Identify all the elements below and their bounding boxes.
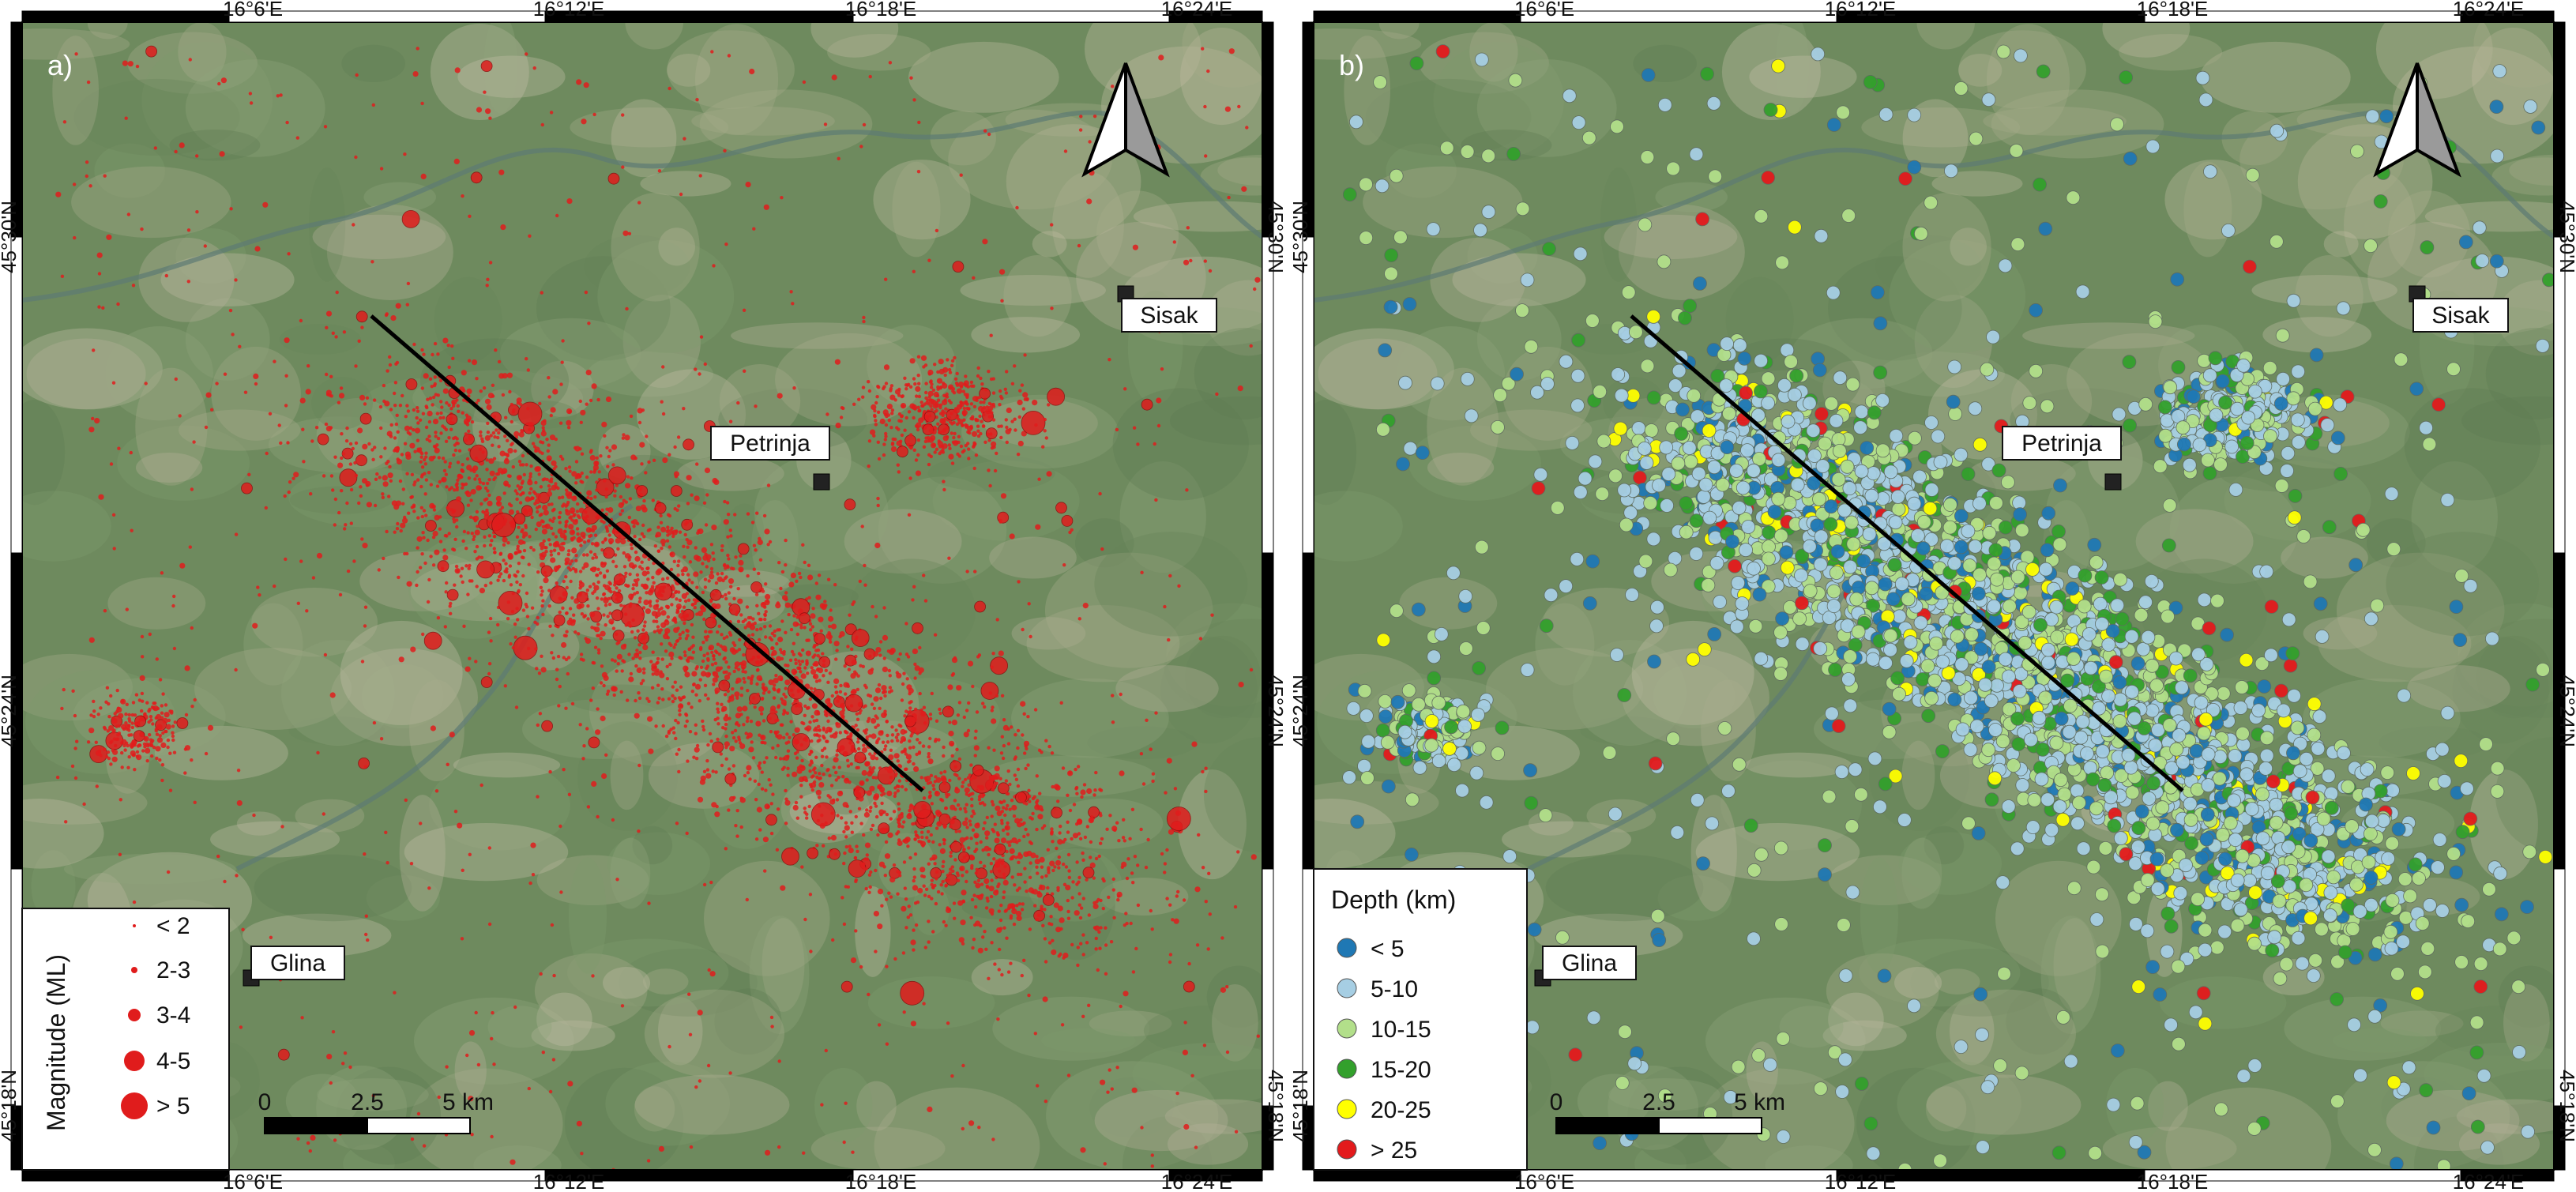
lon-tick-label-top: 16°18'E (845, 0, 917, 21)
place-petrinja: Petrinja (710, 426, 830, 491)
map-panel-depth: 16°6'E 16°6'E 16°12'E 16°12'E 16°18'E 16°18'E… (1292, 0, 2576, 1192)
scale-end: 5 km (442, 1089, 494, 1115)
legend-a: Magnitude (ML) < 2 2-3 3-4 4-5 > 5 (21, 908, 230, 1171)
place-sisak: Sisak (1117, 285, 1217, 333)
scale-zero: 0 (258, 1089, 272, 1115)
lat-tick-label-left: 45°30'N (0, 201, 21, 273)
lon-tick-label-bottom: 16°24'E (1161, 1170, 1233, 1192)
legend-item: > 25 (1371, 1137, 1417, 1164)
lon-tick-label-bottom: 16°6'E (223, 1170, 283, 1192)
legend-item: 2-3 (156, 957, 190, 983)
lon-tick-label-top: 16°6'E (223, 0, 283, 21)
lon-tick-label-top: 16°18'E (2137, 0, 2209, 21)
scale-bar: 0 2.5 5 km (258, 1089, 494, 1134)
fault-profile-line (1630, 314, 2184, 792)
scale-end: 5 km (1734, 1089, 1785, 1115)
lat-tick-label-right: 45°24'N (1264, 675, 1284, 747)
fault-profile-line (370, 314, 924, 792)
legend-b: Depth (km) < 5 5-10 10-15 15-20 20-25 > 25 (1313, 868, 1528, 1171)
lat-tick-label-right: 45°24'N (2555, 675, 2576, 747)
legend-item: 5-10 (1371, 976, 1418, 1002)
north-arrow-icon (2373, 62, 2461, 178)
place-glina: Glina (1534, 946, 1637, 987)
legend-item: < 5 (1371, 936, 1405, 962)
lat-tick-label-right: 45°30'N (1264, 201, 1284, 273)
lon-tick-label-bottom: 16°18'E (2137, 1170, 2209, 1192)
legend-item: > 5 (156, 1093, 190, 1119)
lat-tick-label-left: 45°24'N (0, 675, 21, 747)
map-frame (1302, 10, 2566, 1182)
lat-tick-label-left: 45°30'N (1292, 201, 1312, 273)
lon-tick-label-bottom: 16°12'E (1825, 1170, 1897, 1192)
lon-tick-label-top: 16°12'E (533, 0, 605, 21)
place-glina-label: Glina (1562, 950, 1617, 976)
legend-item: 10-15 (1371, 1017, 1431, 1043)
map-frame (10, 10, 1274, 1182)
legend-item: < 2 (156, 913, 190, 939)
scale-zero: 0 (1550, 1089, 1563, 1115)
legend-item: 3-4 (156, 1002, 190, 1028)
legend-title: Magnitude (ML) (42, 954, 70, 1131)
lon-tick-label-top: 16°24'E (1161, 0, 1233, 21)
place-petrinja-label: Petrinja (2021, 431, 2102, 457)
lat-tick-label-left: 45°18'N (1292, 1070, 1312, 1142)
legend-item: 4-5 (156, 1048, 190, 1074)
map-panel-magnitude: 16°6'E 16°6'E 16°12'E 16°12'E 16°18'E 16°18'E… (0, 0, 1284, 1192)
scale-mid: 2.5 (351, 1089, 384, 1115)
scale-bar: 0 2.5 5 km (1550, 1089, 1785, 1134)
lon-tick-label-bottom: 16°24'E (2453, 1170, 2525, 1192)
lat-tick-label-right: 45°18'N (2555, 1070, 2576, 1142)
panel-label: a) (47, 49, 73, 81)
lat-tick-label-right: 45°30'N (2555, 201, 2576, 273)
earthquake-events (1336, 44, 2554, 1170)
lat-tick-label-right: 45°18'N (1264, 1070, 1284, 1142)
place-petrinja-label: Petrinja (730, 431, 810, 457)
lon-tick-label-top: 16°24'E (2453, 0, 2525, 21)
lon-tick-label-top: 16°6'E (1514, 0, 1574, 21)
lat-tick-label-left: 45°18'N (0, 1070, 21, 1142)
place-glina-label: Glina (270, 950, 325, 976)
legend-title: Depth (km) (1331, 886, 1456, 914)
place-petrinja: Petrinja (2002, 426, 2122, 491)
lat-tick-label-left: 45°24'N (1292, 675, 1312, 747)
panel-label: b) (1339, 49, 1364, 81)
place-sisak: Sisak (2409, 285, 2509, 333)
lon-tick-label-bottom: 16°12'E (533, 1170, 605, 1192)
legend-item: 15-20 (1371, 1057, 1431, 1083)
map-svg-b: 16°6'E 16°6'E 16°12'E 16°12'E 16°18'E 16°18'E… (1292, 0, 2576, 1192)
scale-mid: 2.5 (1642, 1089, 1675, 1115)
place-glina: Glina (243, 946, 345, 987)
lon-tick-label-bottom: 16°18'E (845, 1170, 917, 1192)
legend-item: 20-25 (1371, 1097, 1431, 1123)
lon-tick-label-bottom: 16°6'E (1514, 1170, 1574, 1192)
place-sisak-label: Sisak (1140, 303, 1198, 329)
place-sisak-label: Sisak (2431, 303, 2490, 329)
lon-tick-label-top: 16°12'E (1825, 0, 1897, 21)
north-arrow-icon (1081, 62, 1170, 178)
map-svg-a: 16°6'E 16°6'E 16°12'E 16°12'E 16°18'E 16°18'E… (0, 0, 1284, 1192)
